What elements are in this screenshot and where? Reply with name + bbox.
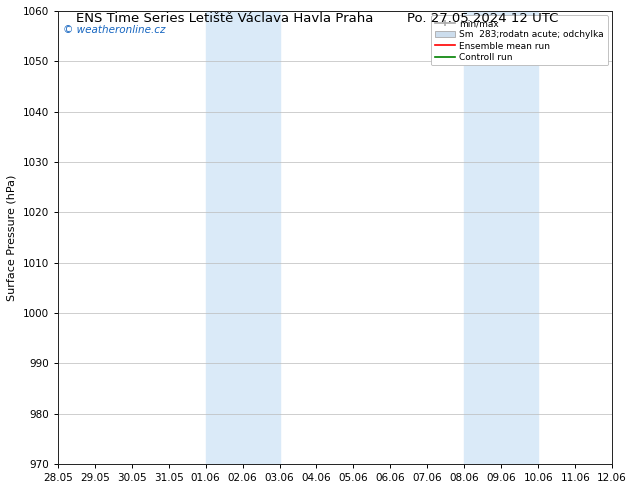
Y-axis label: Surface Pressure (hPa): Surface Pressure (hPa) — [7, 174, 17, 301]
Bar — [205, 11, 280, 464]
Text: ENS Time Series Letiště Václava Havla Praha: ENS Time Series Letiště Václava Havla Pr… — [76, 12, 373, 25]
Text: Po. 27.05.2024 12 UTC: Po. 27.05.2024 12 UTC — [406, 12, 558, 25]
Text: © weatheronline.cz: © weatheronline.cz — [63, 24, 166, 34]
Legend: min/max, Sm  283;rodatn acute; odchylka, Ensemble mean run, Controll run: min/max, Sm 283;rodatn acute; odchylka, … — [432, 16, 607, 66]
Bar — [464, 11, 538, 464]
